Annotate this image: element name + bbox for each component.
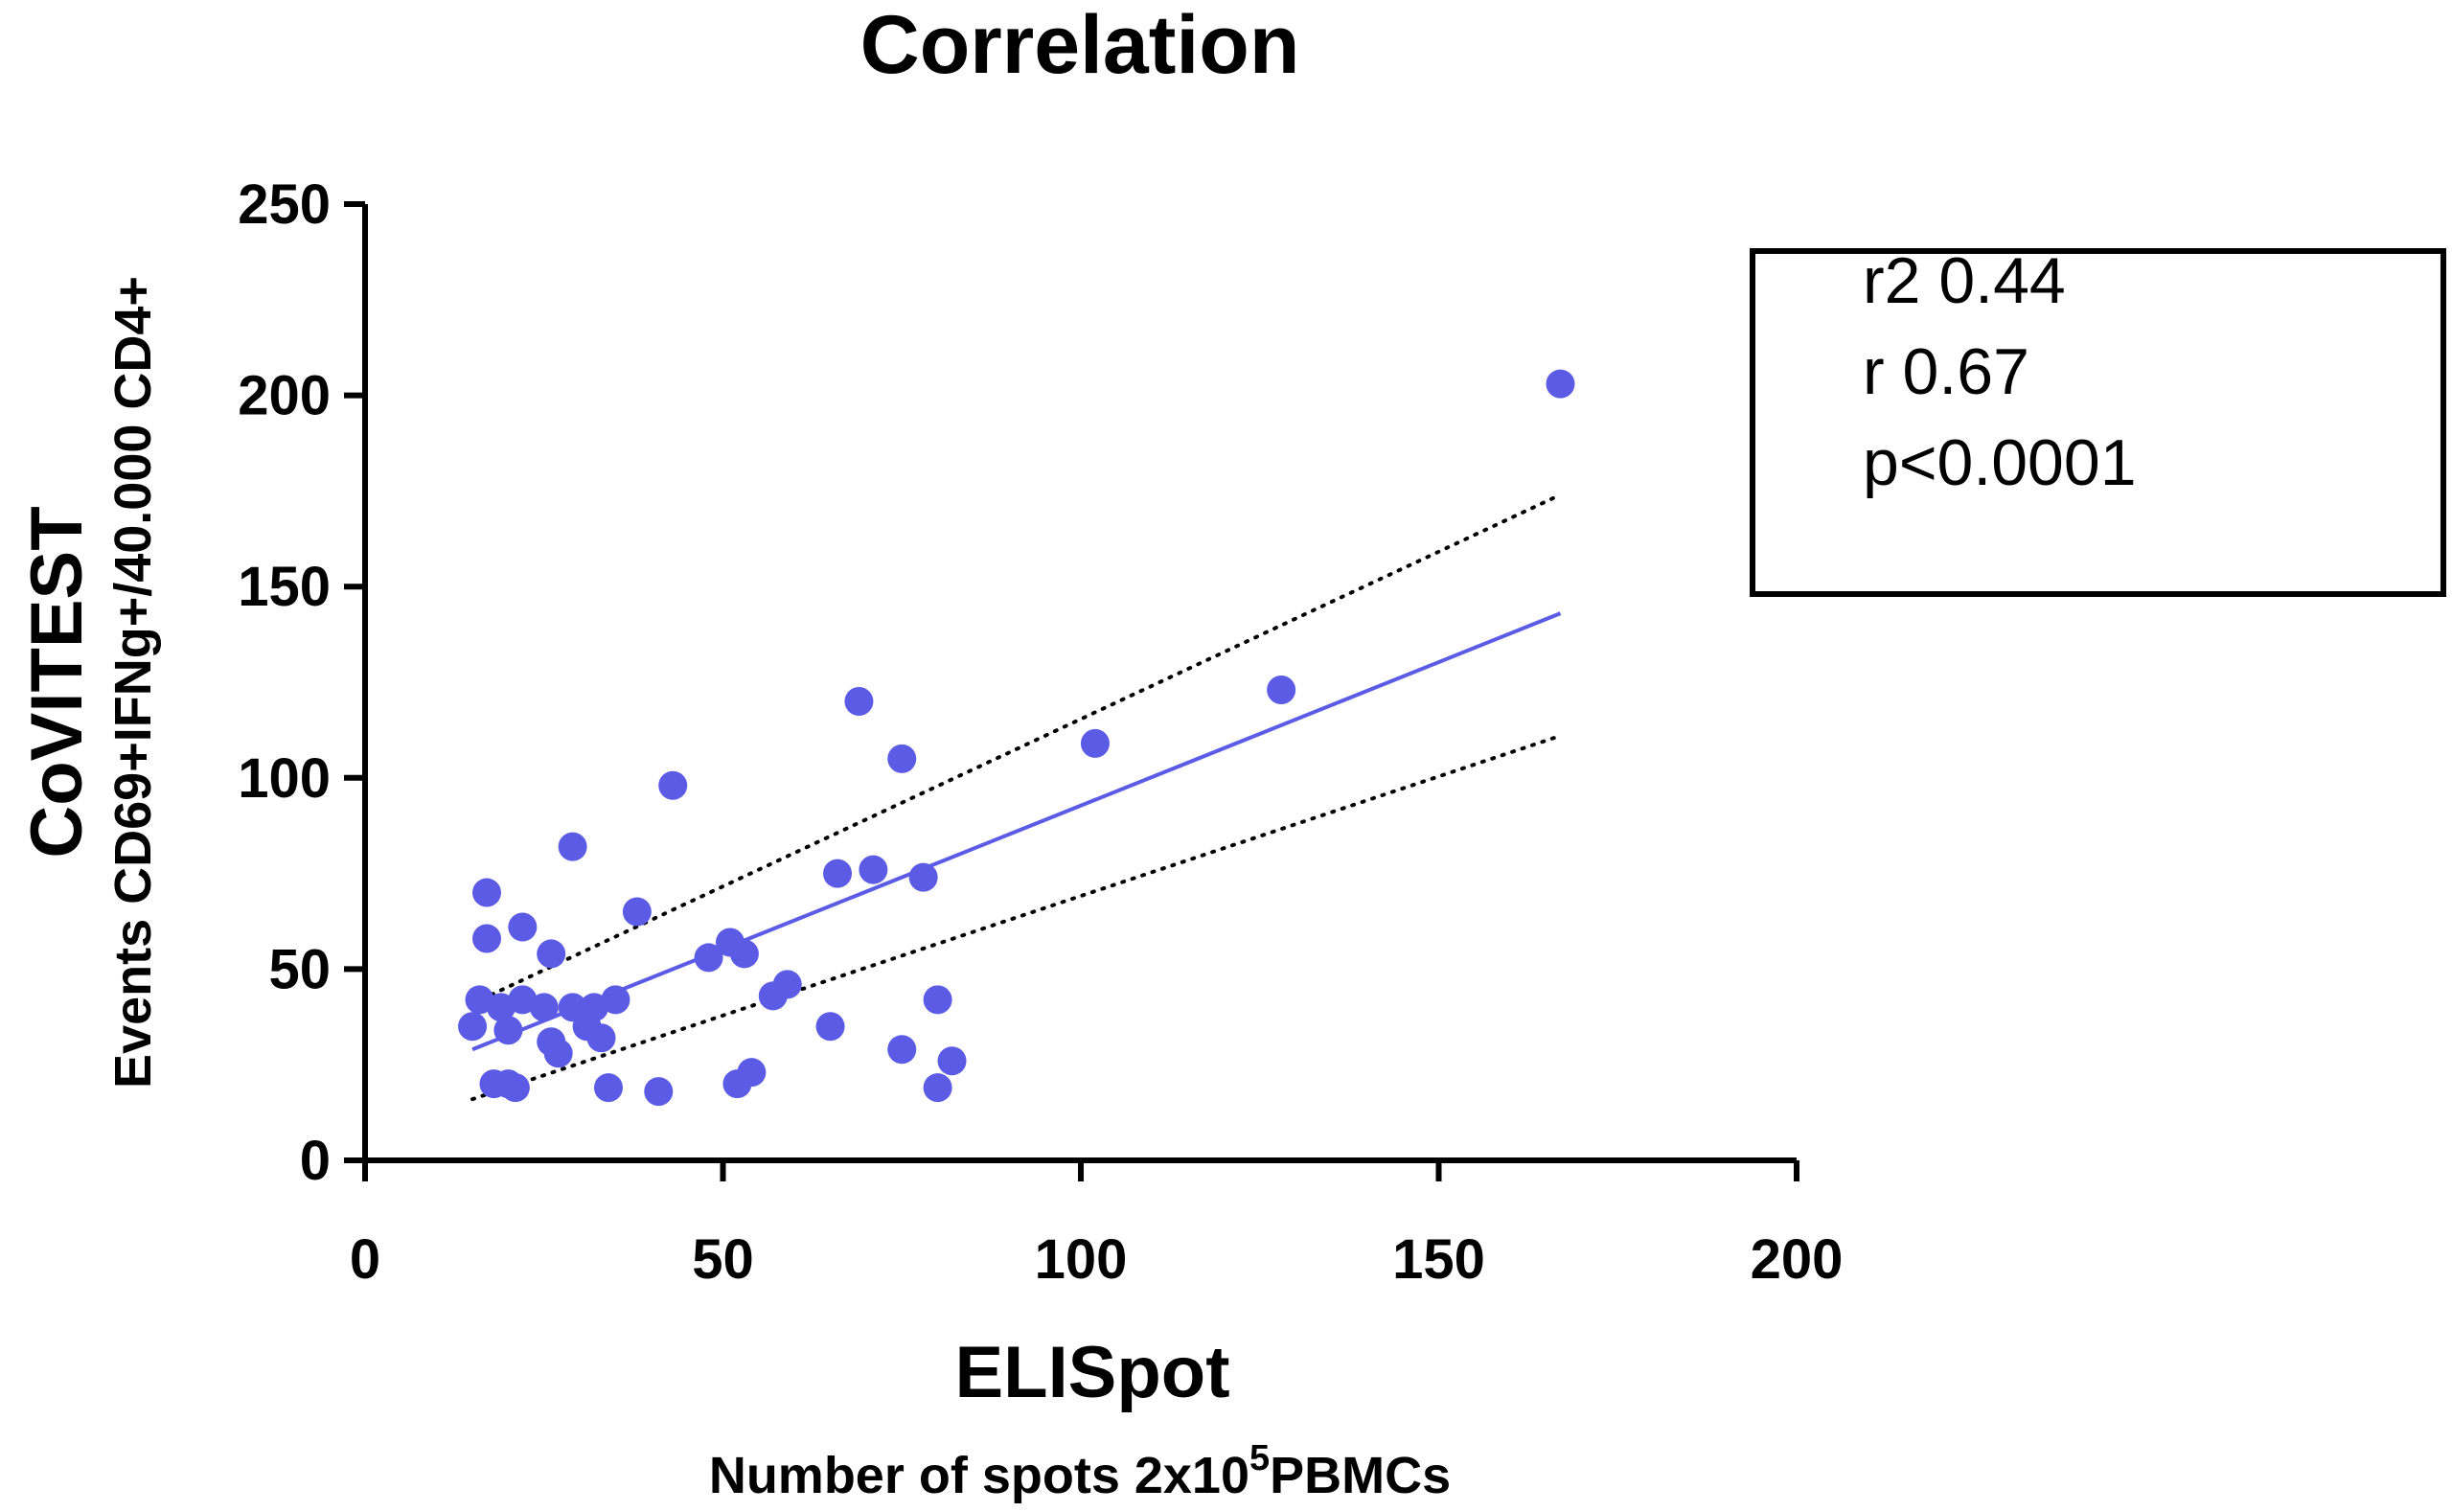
scatter-point — [823, 859, 853, 888]
scatter-point — [658, 770, 688, 800]
scatter-point — [558, 832, 587, 861]
confidence-band-lower — [470, 733, 1563, 1102]
x-tick-label: 200 — [1751, 1228, 1844, 1291]
scatter-point — [622, 897, 652, 927]
scatter-point — [1546, 369, 1575, 399]
scatter-point — [737, 1058, 767, 1088]
scatter-point — [471, 878, 501, 907]
scatter-point — [471, 924, 501, 953]
stats-box — [1750, 248, 2446, 597]
scatter-point — [586, 1023, 616, 1053]
x-axis-subtitle: Number of spots 2x105PBMCs — [709, 1438, 1451, 1504]
scatter-point — [923, 1073, 952, 1103]
x-axis-ticks: 0 50 100 150 200 — [350, 1160, 1844, 1291]
scatter-point — [859, 855, 888, 884]
x-tick-label: 50 — [692, 1228, 754, 1291]
scatter-point — [887, 744, 917, 773]
x-tick-label: 100 — [1035, 1228, 1128, 1291]
x-tick-label: 0 — [350, 1228, 380, 1291]
plot-area — [458, 369, 1575, 1107]
x-axis-subtitle-prefix: Number of spots 2x10 — [709, 1447, 1249, 1504]
y-axis-subtitle: Events CD69+IFNg+/40.000 CD4+ — [104, 276, 162, 1088]
scatter-point — [908, 862, 938, 892]
stat-line: p<0.0001 — [1863, 426, 2137, 499]
scatter-point — [493, 1016, 523, 1045]
confidence-band-upper — [470, 493, 1563, 1006]
scatter-point — [1267, 675, 1296, 704]
x-axis-subtitle-suffix: PBMCs — [1270, 1447, 1451, 1504]
scatter-point — [815, 1012, 845, 1042]
stat-line: r2 0.44 — [1863, 244, 2066, 317]
scatter-point — [601, 985, 630, 1015]
stat-line: r 0.67 — [1863, 335, 2029, 408]
scatter-point — [729, 939, 759, 969]
scatter-point — [694, 943, 723, 973]
y-tick-label: 250 — [238, 173, 331, 236]
scatter-point — [537, 939, 566, 969]
scatter-point — [500, 1073, 530, 1103]
y-axis-title: CoVITEST — [16, 506, 98, 858]
scatter-point — [529, 993, 559, 1022]
scatter-point — [593, 1073, 623, 1103]
scatter-point — [1080, 728, 1110, 758]
scatter-point — [458, 1012, 488, 1042]
y-tick-label: 0 — [300, 1130, 331, 1192]
scatter-point — [644, 1077, 674, 1107]
y-tick-label: 100 — [238, 747, 331, 810]
stats-lines: r2 0.44 r 0.67 p<0.0001 — [1863, 244, 2137, 499]
x-tick-label: 150 — [1392, 1228, 1485, 1291]
scatter-point — [844, 686, 874, 716]
scatter-point — [508, 912, 538, 942]
scatter-point — [923, 985, 952, 1015]
x-axis-title: ELISpot — [954, 1332, 1229, 1413]
chart-title: Correlation — [860, 0, 1300, 91]
regression-line — [471, 611, 1562, 1052]
y-tick-label: 150 — [238, 556, 331, 618]
x-axis-subtitle-superscript: 5 — [1249, 1438, 1270, 1478]
y-axis-ticks: 0 50 100 150 200 250 — [238, 173, 365, 1192]
scatter-point — [543, 1039, 573, 1068]
scatter-point — [772, 970, 802, 999]
scatter-point — [887, 1035, 917, 1065]
y-tick-label: 50 — [268, 938, 331, 1000]
y-tick-label: 200 — [238, 365, 331, 427]
scatter-point — [937, 1046, 967, 1076]
